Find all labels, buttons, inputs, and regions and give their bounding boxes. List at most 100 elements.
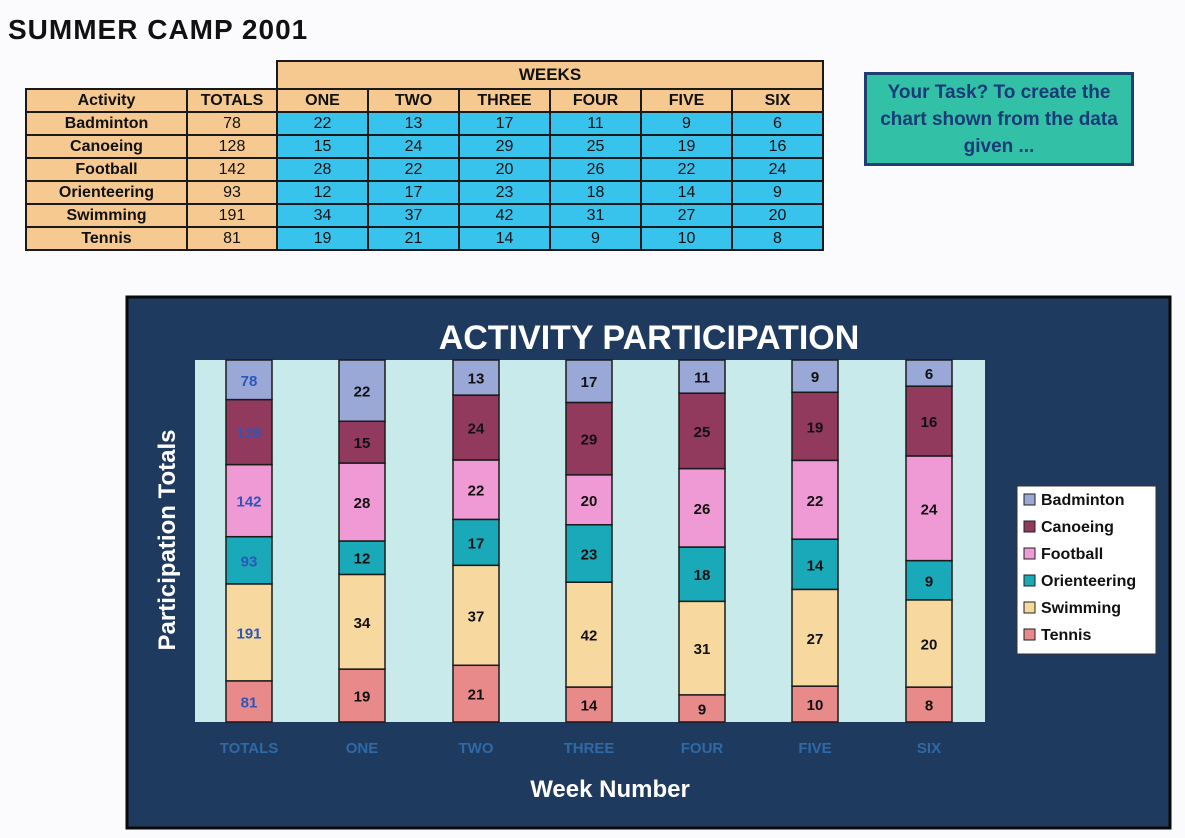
data-label: 17	[581, 374, 598, 391]
data-label: 9	[698, 701, 706, 718]
table-row: Football 142 28 22 20 26 22 24	[25, 157, 824, 182]
data-label: 8	[925, 698, 933, 715]
column-header: TWO	[367, 88, 460, 113]
column-header: Activity	[25, 88, 188, 113]
bar-segment	[452, 394, 500, 461]
data-label: 16	[921, 414, 938, 431]
data-label: 12	[354, 551, 371, 568]
data-label: 24	[468, 421, 485, 438]
data-label: 20	[581, 493, 598, 510]
week-cell: 26	[549, 157, 642, 182]
data-label: 18	[694, 567, 711, 584]
week-cell: 34	[276, 203, 369, 228]
total-cell: 142	[186, 157, 278, 182]
week-cell: 27	[640, 203, 733, 228]
data-label: 42	[581, 628, 598, 645]
bar-segment	[791, 359, 839, 394]
legend-swatch	[1023, 520, 1036, 533]
week-cell: 17	[367, 180, 460, 205]
weeks-header: WEEKS	[276, 60, 824, 90]
activity-cell: Swimming	[25, 203, 188, 228]
data-label: 31	[694, 641, 711, 658]
data-label: 11	[694, 370, 710, 387]
week-cell: 25	[549, 134, 642, 159]
bar-segment	[452, 564, 500, 667]
x-tick-label: ONE	[346, 740, 379, 757]
bar-segment	[678, 392, 726, 470]
bar-segment	[338, 668, 386, 723]
x-tick-label: TOTALS	[220, 740, 279, 757]
data-label: 27	[807, 631, 824, 648]
bar-segment	[565, 581, 613, 688]
participation-table: WEEKS Activity TOTALS ONE TWO THREE FOUR…	[25, 60, 824, 251]
bar-segment	[678, 467, 726, 548]
legend-swatch	[1023, 547, 1036, 560]
week-cell: 12	[276, 180, 369, 205]
data-label: 15	[354, 435, 371, 452]
week-cell: 29	[458, 134, 551, 159]
week-cell: 37	[367, 203, 460, 228]
table-row: Canoeing 128 15 24 29 25 19 16	[25, 134, 824, 159]
bar-segment	[791, 459, 839, 540]
bar-segment	[905, 559, 953, 601]
x-tick-label: SIX	[917, 740, 941, 757]
week-cell: 9	[731, 180, 824, 205]
legend-swatch	[1023, 493, 1036, 506]
data-label: 142	[236, 494, 261, 511]
data-label: 22	[807, 493, 824, 510]
bar-segment	[678, 546, 726, 603]
column-header: THREE	[458, 88, 551, 113]
bars-layer: 811919314212878TOTALS193412281522ONE2137…	[220, 359, 953, 757]
activity-cell: Canoeing	[25, 134, 188, 159]
week-cell: 19	[276, 226, 369, 251]
week-cell: 42	[458, 203, 551, 228]
legend-swatch	[1023, 601, 1036, 614]
bar-segment	[678, 600, 726, 696]
table-row: Tennis 81 19 21 14 9 10 8	[25, 226, 824, 251]
data-label: 20	[921, 636, 938, 653]
bar-segment	[225, 535, 273, 585]
activity-cell: Badminton	[25, 111, 188, 136]
legend-label: Canoeing	[1041, 519, 1114, 536]
week-cell: 22	[367, 157, 460, 182]
legend-label: Badminton	[1041, 492, 1125, 509]
bar-segment	[791, 538, 839, 591]
bar-segment	[565, 524, 613, 583]
week-cell: 9	[549, 226, 642, 251]
total-cell: 128	[186, 134, 278, 159]
week-cell: 9	[640, 111, 733, 136]
table-row: Badminton 78 22 13 17 11 9 6	[25, 111, 824, 136]
week-cell: 18	[549, 180, 642, 205]
week-cell: 11	[549, 111, 642, 136]
total-cell: 191	[186, 203, 278, 228]
x-tick-label: TWO	[459, 740, 494, 757]
week-cell: 31	[549, 203, 642, 228]
data-label: 9	[811, 369, 819, 386]
table-row: Swimming 191 34 37 42 31 27 20	[25, 203, 824, 228]
data-label: 13	[468, 371, 485, 388]
column-header: ONE	[276, 88, 369, 113]
week-cell: 14	[640, 180, 733, 205]
bar-segment	[565, 401, 613, 476]
legend-label: Swimming	[1041, 600, 1121, 617]
legend-label: Orienteering	[1041, 573, 1136, 590]
bar-segment	[905, 599, 953, 688]
column-header: FIVE	[640, 88, 733, 113]
data-label: 25	[694, 424, 711, 441]
data-label: 37	[468, 608, 485, 625]
week-cell: 24	[367, 134, 460, 159]
data-label: 29	[581, 432, 598, 449]
data-label: 9	[925, 573, 933, 590]
data-label: 23	[581, 546, 598, 563]
legend-label: Football	[1041, 546, 1103, 563]
bar-segment	[338, 359, 386, 423]
x-tick-label: FIVE	[798, 740, 831, 757]
bar-segment	[338, 573, 386, 670]
column-header: SIX	[731, 88, 824, 113]
data-label: 14	[807, 557, 824, 574]
bar-segment	[791, 685, 839, 723]
bar-segment	[225, 359, 273, 401]
week-cell: 28	[276, 157, 369, 182]
activity-cell: Football	[25, 157, 188, 182]
week-cell: 19	[640, 134, 733, 159]
